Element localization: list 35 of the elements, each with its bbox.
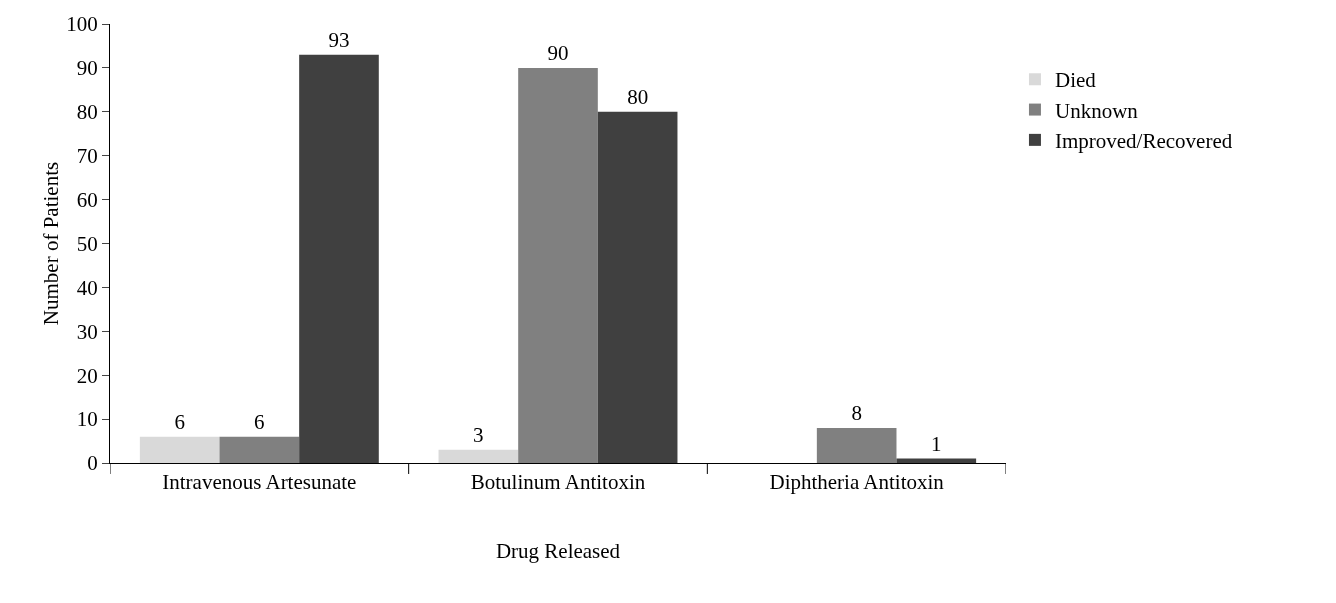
legend-label: Unknown	[1054, 98, 1139, 123]
bar	[299, 54, 379, 463]
y-tick-label: 10	[76, 407, 98, 432]
x-tick-label: Intravenous Artesunate	[162, 470, 357, 495]
y-tick-label: 60	[76, 187, 98, 212]
legend-label: Died	[1054, 68, 1097, 93]
x-tick-label: Diphtheria Antitoxin	[769, 470, 945, 495]
x-tick-label: Botulinum Antitoxin	[470, 470, 646, 495]
bar	[139, 436, 220, 463]
y-axis-title: Number of Patients	[39, 161, 63, 326]
bar	[597, 111, 678, 463]
y-tick-label: 40	[76, 275, 98, 300]
bar	[219, 436, 300, 463]
y-tick-label: 100	[66, 12, 98, 37]
y-tick-label: 90	[76, 56, 98, 81]
legend-label: Improved/Recovered	[1054, 129, 1233, 154]
bar	[896, 458, 977, 463]
data-label: 3	[473, 422, 484, 447]
bar	[438, 449, 519, 463]
y-tick-label: 50	[76, 231, 98, 256]
bar	[518, 67, 598, 463]
y-tick-label: 20	[76, 363, 98, 388]
y-tick-label: 30	[76, 319, 98, 344]
bar	[816, 427, 897, 463]
data-label: 8	[851, 400, 862, 425]
y-tick-label: 80	[76, 100, 98, 125]
data-label: 6	[174, 409, 185, 434]
data-label: 6	[254, 409, 265, 434]
y-tick-label: 0	[87, 451, 98, 476]
data-label: 1	[931, 431, 942, 456]
x-axis-title: Drug Released	[495, 539, 621, 564]
data-label: 80	[627, 84, 649, 109]
y-tick-label: 70	[76, 144, 98, 169]
data-label: 90	[547, 40, 569, 65]
data-label: 93	[328, 27, 350, 52]
